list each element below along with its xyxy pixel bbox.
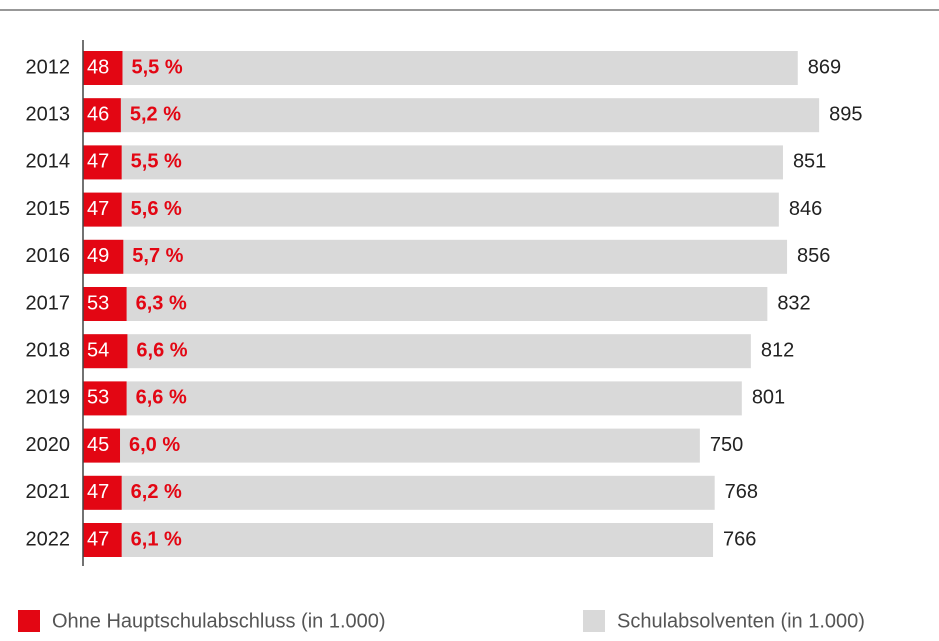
value-label: 53 <box>87 292 109 314</box>
value-label: 846 <box>789 198 822 220</box>
bar <box>83 287 768 321</box>
share-label: 6,6 % <box>136 339 187 361</box>
bar <box>83 381 127 416</box>
value-label: 53 <box>87 387 109 409</box>
share-label: 6,2 % <box>131 481 182 503</box>
value-label: 851 <box>793 151 826 173</box>
value-label: 47 <box>87 481 109 503</box>
value-label: 48 <box>87 56 109 78</box>
y-tick-label: 2016 <box>26 245 71 267</box>
share-label: 5,2 % <box>130 103 181 125</box>
bar <box>83 334 128 369</box>
value-label: 812 <box>761 339 794 361</box>
value-label: 869 <box>808 56 841 78</box>
bar <box>83 475 715 510</box>
share-label: 6,6 % <box>136 387 187 409</box>
share-label: 6,3 % <box>136 292 187 314</box>
share-label: 6,1 % <box>131 528 182 550</box>
y-tick-label: 2014 <box>26 151 71 173</box>
bar <box>83 98 820 133</box>
bar <box>83 334 751 369</box>
value-label: 766 <box>723 528 756 550</box>
value-label: 832 <box>777 292 810 314</box>
value-label: 801 <box>752 387 785 409</box>
y-tick-label: 2018 <box>26 339 71 361</box>
value-label: 895 <box>829 103 862 125</box>
bar <box>83 192 122 227</box>
y-tick-label: 2015 <box>26 198 71 220</box>
legend-label: Ohne Hauptschulabschluss (in 1.000) <box>52 610 386 632</box>
value-label: 47 <box>87 528 109 550</box>
legend-label: Schulabsolventen (in 1.000) <box>617 610 865 632</box>
y-tick-label: 2012 <box>26 56 71 78</box>
value-label: 768 <box>725 481 758 503</box>
bar <box>83 145 122 180</box>
y-tick-label: 2013 <box>26 103 71 125</box>
value-label: 47 <box>87 198 109 220</box>
bar <box>83 51 798 85</box>
value-label: 49 <box>87 245 109 267</box>
bar <box>83 381 742 416</box>
bar <box>83 428 700 463</box>
bar <box>83 192 779 227</box>
y-tick-label: 2017 <box>26 292 71 314</box>
value-label: 46 <box>87 103 109 125</box>
share-label: 5,5 % <box>131 151 182 173</box>
bar <box>83 239 788 274</box>
value-label: 45 <box>87 434 109 456</box>
bar <box>83 428 121 463</box>
y-tick-label: 2020 <box>26 434 71 456</box>
share-label: 5,6 % <box>131 198 182 220</box>
bar <box>83 51 123 85</box>
y-tick-label: 2019 <box>26 387 71 409</box>
legend-swatch <box>583 610 605 632</box>
value-label: 750 <box>710 434 743 456</box>
share-label: 5,5 % <box>131 56 182 78</box>
bar <box>83 523 714 557</box>
share-label: 5,7 % <box>132 245 183 267</box>
legend-swatch <box>18 610 40 632</box>
value-label: 47 <box>87 151 109 173</box>
share-label: 6,0 % <box>129 434 180 456</box>
bar <box>83 475 122 510</box>
bar <box>83 287 127 321</box>
value-label: 54 <box>87 339 109 361</box>
value-label: 856 <box>797 245 830 267</box>
bar <box>83 239 124 274</box>
bar <box>83 523 122 557</box>
bar <box>83 145 783 180</box>
y-tick-label: 2022 <box>26 528 71 550</box>
y-tick-label: 2021 <box>26 481 71 503</box>
bar <box>83 98 121 133</box>
